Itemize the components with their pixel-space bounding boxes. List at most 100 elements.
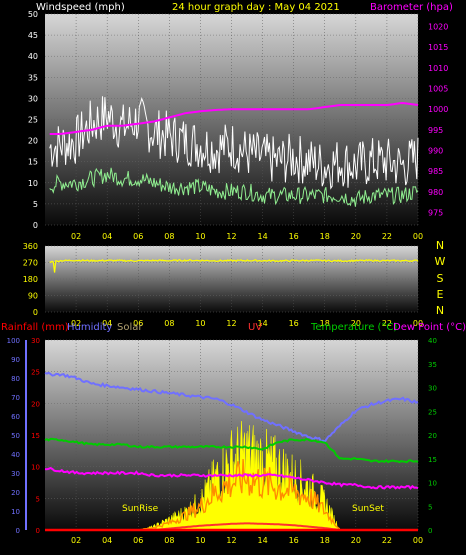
x-tick-label: 02	[71, 536, 81, 545]
wind-y-tick-label: 40	[28, 52, 38, 61]
x-tick-label: 02	[71, 319, 81, 328]
x-tick-label: 04	[102, 232, 112, 241]
humidity-y-axis-ticks: 0 10 20 30 40 50 60 70 80 90 100	[7, 337, 27, 535]
legend-dewpoint: Dew Point (°C)	[393, 322, 466, 333]
temperature-line	[44, 437, 419, 464]
x-tick-label: 12	[226, 232, 236, 241]
barometer-y-tick-label: 985	[428, 167, 443, 176]
x-tick-label: 00	[413, 319, 423, 328]
wind-y-tick-label: 45	[28, 31, 38, 40]
barometer-y-tick-label: 1000	[428, 105, 448, 114]
x-tick-label: 12	[226, 536, 236, 545]
x-tick-label: 14	[257, 319, 267, 328]
wind-y-tick-label: 30	[28, 94, 38, 103]
temp-y-tick-label: 10	[428, 480, 437, 488]
wind-y-tick-label: 50	[28, 10, 38, 19]
x-tick-label: 20	[351, 536, 361, 545]
x-tick-label: 16	[289, 319, 299, 328]
rain-y-axis-ticks: 0 5 10 15 20 25 30	[31, 337, 40, 535]
x-tick-label: 06	[133, 536, 143, 545]
direction-y-tick-label: 0	[33, 308, 38, 317]
temp-y-tick-label: 20	[428, 432, 437, 440]
wind-y-tick-label: 35	[28, 73, 38, 82]
direction-panel: 0 90 180 270 360 02 04 06 08 10 12 14 16 18 20 22 00 N …	[23, 239, 446, 328]
wind-series	[49, 96, 419, 207]
humidity-y-tick-label: 10	[11, 508, 20, 516]
x-tick-label: 22	[382, 319, 392, 328]
wind-x-axis-ticks: 02 04 06 08 10 12 14 16 18 20 22 00	[71, 232, 423, 241]
sunset-annotation: SunSet	[352, 504, 384, 514]
temp-y-tick-label: 40	[428, 337, 437, 345]
x-tick-label: 04	[102, 536, 112, 545]
barometer-y-tick-label: 980	[428, 188, 443, 197]
legend-solar: Solar	[117, 322, 143, 333]
wind-y-tick-label: 25	[28, 116, 38, 125]
x-tick-label: 02	[71, 232, 81, 241]
x-tick-label: 00	[413, 232, 423, 241]
x-tick-label: 14	[257, 232, 267, 241]
humidity-y-tick-label: 30	[11, 470, 20, 478]
x-tick-label: 14	[257, 536, 267, 545]
rain-y-tick-label: 5	[36, 495, 40, 503]
humidity-y-tick-label: 90	[11, 356, 20, 364]
wind-y-tick-label: 10	[28, 179, 38, 188]
x-tick-label: 22	[382, 232, 392, 241]
x-tick-label: 16	[289, 232, 299, 241]
humidity-y-tick-label: 60	[11, 413, 20, 421]
x-tick-label: 08	[164, 536, 174, 545]
graph-title: 24 hour graph day : May 04 2021	[172, 2, 340, 13]
x-tick-label: 08	[164, 232, 174, 241]
climate-panel: 0 10 20 30 40 50 60 70 80 90 100 0 5 10 15 20 25 30 0 5 10…	[7, 337, 437, 545]
legend-rainfall: Rainfall (mm)	[1, 322, 69, 333]
wind-y-tick-label: 5	[33, 200, 38, 209]
x-tick-label: 22	[382, 536, 392, 545]
wind-y-tick-label: 20	[28, 137, 38, 146]
compass-labels: N W S E N	[435, 239, 446, 317]
compass-label-s: S	[437, 272, 444, 285]
compass-label-n-top: N	[436, 239, 444, 252]
temp-y-tick-label: 5	[428, 503, 432, 511]
legend-humidity: Humidity	[67, 322, 112, 333]
temp-y-tick-label: 15	[428, 456, 437, 464]
wind-direction-line	[49, 259, 419, 273]
direction-y-tick-label: 360	[23, 242, 38, 251]
barometer-y-axis-ticks: 975 980 985 990 995 1000 1005 1010 1015 1020	[428, 22, 448, 217]
temp-y-tick-label: 35	[428, 361, 437, 369]
x-tick-label: 16	[289, 536, 299, 545]
x-tick-label: 06	[133, 232, 143, 241]
humidity-y-tick-label: 20	[11, 489, 20, 497]
x-tick-label: 10	[195, 319, 205, 328]
rain-y-tick-label: 25	[31, 369, 40, 377]
rain-y-tick-label: 30	[31, 337, 40, 345]
x-tick-label: 12	[226, 319, 236, 328]
compass-label-w: W	[435, 255, 446, 268]
barometer-y-tick-label: 1010	[428, 64, 448, 73]
rain-y-tick-label: 10	[31, 464, 40, 472]
x-tick-label: 18	[320, 232, 330, 241]
x-tick-label: 10	[195, 536, 205, 545]
x-tick-label: 06	[133, 319, 143, 328]
wind-y-axis-ticks: 0 5 10 15 20 25 30 35 40 45 50	[28, 10, 38, 230]
barometer-y-tick-label: 975	[428, 209, 443, 218]
temp-y-tick-label: 30	[428, 385, 437, 393]
barometer-line	[49, 101, 419, 135]
temp-y-tick-label: 0	[428, 527, 432, 535]
direction-series	[49, 259, 419, 273]
bottom-legend: Rainfall (mm) Humidity Solar UV Temperat…	[1, 322, 466, 333]
dewpoint-line	[44, 466, 419, 490]
direction-y-axis-ticks: 0 90 180 270 360	[23, 242, 38, 317]
wind-gust-line	[49, 96, 419, 190]
direction-x-axis-ticks: 02 04 06 08 10 12 14 16 18 20 22 00	[71, 319, 423, 328]
barometer-y-tick-label: 1020	[428, 22, 448, 31]
compass-label-e: E	[437, 288, 444, 301]
windspeed-label: Windspeed (mph)	[36, 2, 125, 13]
direction-y-tick-label: 90	[28, 292, 38, 301]
rain-y-tick-label: 15	[31, 432, 40, 440]
x-tick-label: 00	[413, 536, 423, 545]
wind-average-line	[49, 167, 419, 207]
humidity-y-tick-label: 70	[11, 394, 20, 402]
solar-series	[138, 421, 341, 531]
sunrise-annotation: SunRise	[122, 504, 159, 514]
barometer-y-tick-label: 990	[428, 147, 443, 156]
